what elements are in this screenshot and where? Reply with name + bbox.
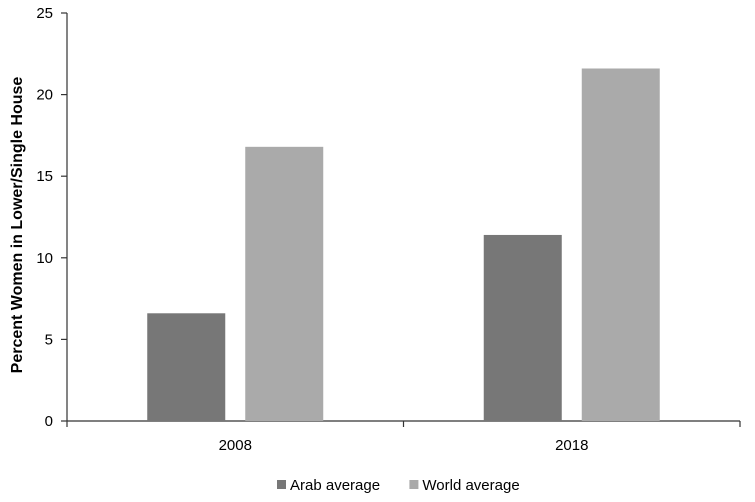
x-tick-label: 2018 bbox=[555, 437, 588, 454]
legend-label: World average bbox=[422, 477, 519, 494]
y-axis-title: Percent Women in Lower/Single House bbox=[9, 77, 26, 374]
legend-item-arab-average: Arab average bbox=[277, 477, 380, 494]
legend-label: Arab average bbox=[290, 477, 380, 494]
x-axis: 2008 2018 bbox=[66, 420, 741, 454]
bar-arab-average-2018 bbox=[483, 234, 562, 421]
legend-item-world-average: World average bbox=[409, 477, 520, 494]
legend-swatch bbox=[277, 480, 286, 489]
bar-world-average-2008 bbox=[245, 146, 324, 421]
y-tick-label: 5 bbox=[45, 331, 53, 348]
y-axis: 0 5 10 15 20 25 bbox=[36, 5, 68, 430]
bar-world-average-2018 bbox=[581, 68, 660, 421]
x-tick-label: 2008 bbox=[219, 437, 252, 454]
legend-swatch bbox=[409, 480, 419, 489]
y-tick-label: 10 bbox=[36, 250, 53, 267]
y-tick-label: 0 bbox=[45, 413, 53, 430]
bar-arab-average-2008 bbox=[147, 313, 226, 421]
legend: Arab average World average bbox=[277, 477, 520, 494]
y-tick-label: 20 bbox=[36, 87, 53, 104]
bars bbox=[147, 68, 660, 421]
y-tick-label: 15 bbox=[36, 168, 53, 185]
y-tick-label: 25 bbox=[36, 5, 53, 22]
